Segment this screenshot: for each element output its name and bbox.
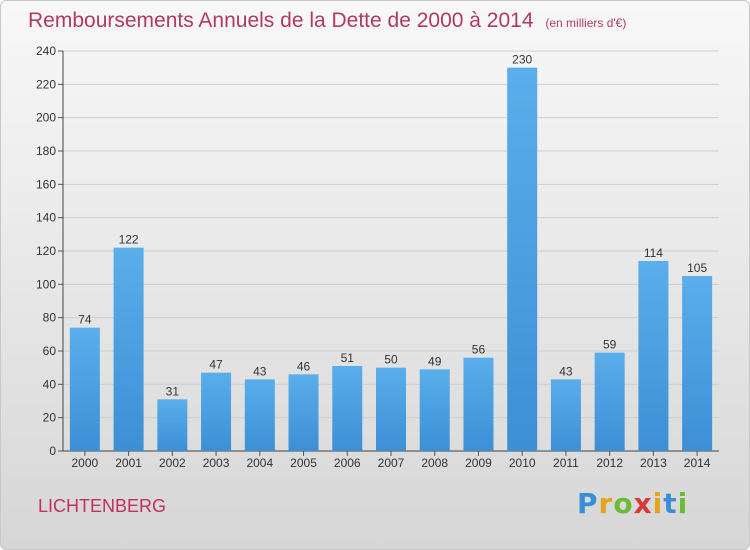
chart-title: Remboursements Annuels de la Dette de 20… <box>28 9 626 33</box>
value-label-2002: 31 <box>166 384 180 398</box>
value-label-2001: 122 <box>119 233 139 247</box>
x-tick-label-2011: 2011 <box>553 456 579 470</box>
value-label-2004: 43 <box>253 364 267 378</box>
x-tick-label-2013: 2013 <box>640 456 667 470</box>
y-tick-label: 180 <box>36 144 56 158</box>
bar-2013 <box>638 261 669 451</box>
value-label-2003: 47 <box>209 358 223 372</box>
chart-unit: (en milliers d'€) <box>545 16 627 30</box>
value-label-2012: 59 <box>603 338 617 352</box>
y-tick-label: 240 <box>36 44 56 58</box>
y-tick-label: 160 <box>36 177 56 191</box>
y-tick-label: 200 <box>36 111 56 125</box>
x-tick-label-2010: 2010 <box>509 456 536 470</box>
bar-2000 <box>69 327 100 451</box>
x-tick-label-2003: 2003 <box>203 456 230 470</box>
bar-2009 <box>463 357 494 451</box>
bar-2001 <box>113 247 144 451</box>
chart-title-text: Remboursements Annuels de la Dette de 20… <box>28 9 534 32</box>
y-tick-label: 40 <box>43 377 57 391</box>
y-tick-label: 140 <box>36 211 56 225</box>
bar-2005 <box>288 374 319 451</box>
bar-2006 <box>332 366 363 451</box>
bar-2014 <box>682 276 713 451</box>
y-tick-label: 220 <box>36 77 56 91</box>
location-name: LICHTENBERG <box>38 496 167 516</box>
bar-2011 <box>550 379 581 451</box>
y-tick-label: 100 <box>36 277 56 291</box>
value-label-2007: 50 <box>384 353 398 367</box>
x-tick-label-2001: 2001 <box>115 456 142 470</box>
value-label-2000: 74 <box>78 313 92 327</box>
value-label-2009: 56 <box>472 343 486 357</box>
x-tick-label-2008: 2008 <box>421 456 448 470</box>
value-label-2010: 230 <box>512 53 532 67</box>
bar-2010 <box>507 67 538 452</box>
x-tick-label-2000: 2000 <box>72 456 99 470</box>
bar-2008 <box>419 369 450 451</box>
value-label-2005: 46 <box>297 359 311 373</box>
bar-2007 <box>376 367 406 451</box>
bar-2003 <box>201 372 232 451</box>
bar-2004 <box>244 379 275 451</box>
x-tick-label-2012: 2012 <box>596 456 623 470</box>
x-tick-label-2009: 2009 <box>465 456 492 470</box>
y-tick-label: 0 <box>49 444 56 458</box>
bar-2002 <box>157 399 188 451</box>
y-tick-label: 80 <box>43 311 57 325</box>
y-tick-label: 20 <box>43 411 57 425</box>
proxiti-logo: Proxiti <box>577 487 689 520</box>
x-tick-label-2006: 2006 <box>334 456 361 470</box>
y-tick-label: 60 <box>43 344 57 358</box>
x-tick-label-2007: 2007 <box>378 456 405 470</box>
bar-2012 <box>594 352 625 451</box>
x-tick-label-2004: 2004 <box>246 456 273 470</box>
x-tick-label-2014: 2014 <box>684 456 711 470</box>
value-label-2013: 114 <box>644 246 663 260</box>
y-tick-label: 120 <box>36 244 56 258</box>
value-label-2011: 43 <box>559 364 573 378</box>
x-tick-label-2005: 2005 <box>290 456 317 470</box>
value-label-2006: 51 <box>341 351 355 365</box>
value-label-2008: 49 <box>428 354 442 368</box>
value-label-2014: 105 <box>687 261 707 275</box>
x-tick-label-2002: 2002 <box>159 456 186 470</box>
